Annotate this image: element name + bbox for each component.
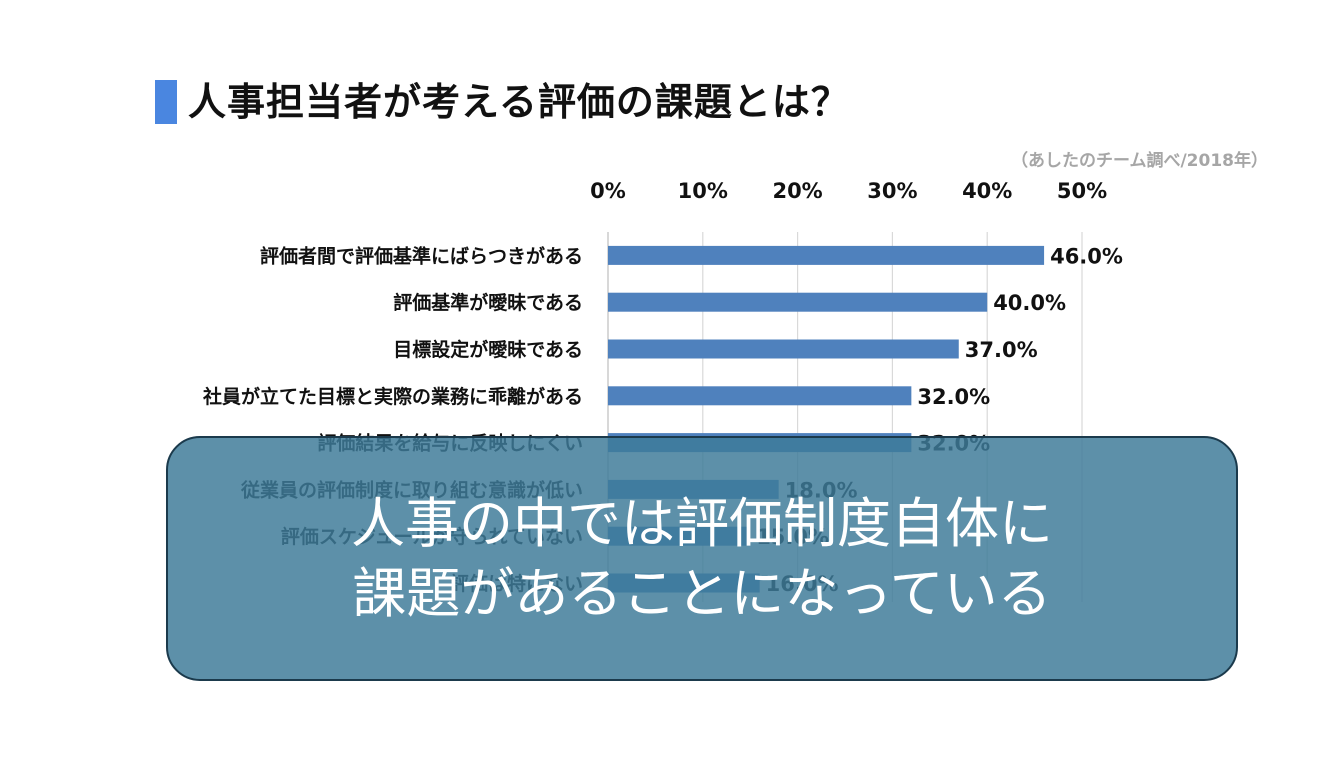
value-label: 46.0% xyxy=(1050,244,1123,268)
bar xyxy=(608,292,988,312)
x-tick-label: 40% xyxy=(962,179,1012,203)
bar xyxy=(608,245,1045,265)
category-label: 評価基準が曖昧である xyxy=(393,291,583,314)
x-tick-label: 20% xyxy=(772,179,822,203)
category-label: 目標設定が曖昧である xyxy=(393,338,583,361)
x-tick-label: 10% xyxy=(678,179,728,203)
page-title: 人事担当者が考える評価の課題とは？ xyxy=(188,80,850,124)
x-tick-label: 0% xyxy=(590,179,626,203)
source-note: （あしたのチーム調べ/2018年） xyxy=(1010,151,1268,171)
x-tick-label: 30% xyxy=(867,179,917,203)
value-label: 37.0% xyxy=(965,338,1038,362)
x-tick-label: 50% xyxy=(1057,179,1107,203)
title-accent-bar xyxy=(155,80,177,124)
summary-overlay: 人事の中では評価制度自体に 課題があることになっている xyxy=(166,436,1238,681)
bar xyxy=(608,386,912,406)
overlay-line-1: 人事の中では評価制度自体に xyxy=(351,491,1053,555)
bar xyxy=(608,339,959,359)
category-label: 評価者間で評価基準にばらつきがある xyxy=(260,244,583,267)
category-label: 社員が立てた目標と実際の業務に乖離がある xyxy=(202,385,583,408)
value-label: 32.0% xyxy=(917,385,990,409)
overlay-line-2: 課題があることになっている xyxy=(352,561,1052,625)
value-label: 40.0% xyxy=(993,291,1066,315)
x-axis-ticks: 0% 10% 20% 30% 40% 50% xyxy=(590,179,1107,203)
